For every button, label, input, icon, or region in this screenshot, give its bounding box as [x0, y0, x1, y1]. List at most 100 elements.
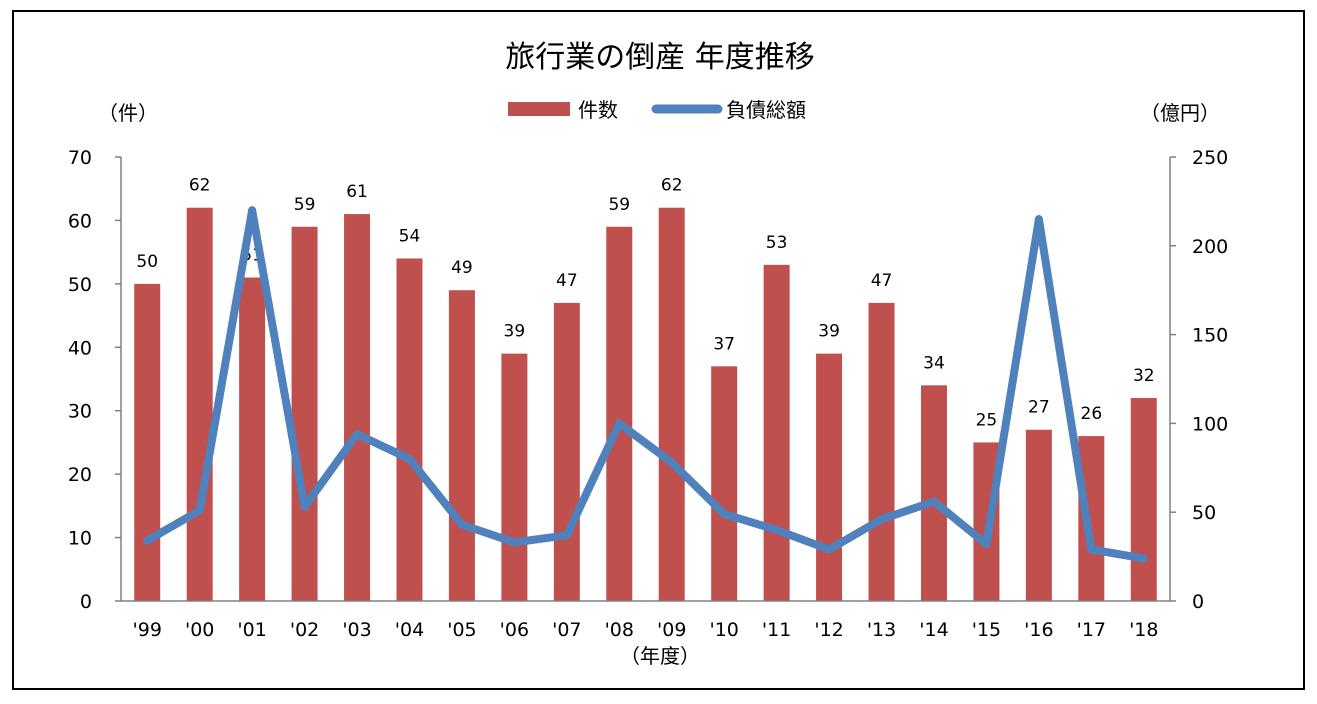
line-point	[562, 531, 571, 540]
x-axis-label: （年度）	[620, 644, 700, 668]
bar-data-label: 49	[451, 258, 473, 278]
x-tick-label: '17	[1077, 619, 1106, 641]
left-tick-label: 40	[68, 337, 92, 359]
left-tick-label: 0	[80, 591, 92, 613]
bar-data-label: 25	[976, 410, 998, 430]
x-tick-label: '12	[814, 619, 843, 641]
line-point	[457, 520, 466, 529]
bar-data-label: 47	[556, 271, 578, 291]
x-tick-label: '10	[709, 619, 738, 641]
x-tick-label: '09	[657, 619, 686, 641]
bar-data-label: 27	[1028, 398, 1050, 418]
line-point	[143, 536, 152, 545]
bar	[711, 366, 738, 601]
x-tick-label: '03	[342, 619, 371, 641]
legend: 件数 負債総額	[508, 98, 806, 122]
x-tick-label: '01	[237, 619, 266, 641]
bar-data-label: 62	[661, 176, 683, 196]
right-axis-ticks: 0 50 100 150 200 250	[1170, 147, 1228, 613]
left-tick-label: 30	[68, 401, 92, 423]
line-point	[405, 454, 414, 463]
legend-label-line: 負債総額	[726, 98, 806, 122]
line-point	[1087, 545, 1096, 554]
legend-label-bar: 件数	[578, 98, 618, 122]
x-tick-label: '13	[867, 619, 896, 641]
left-tick-label: 10	[68, 528, 92, 550]
bar-data-label: 59	[608, 195, 630, 215]
right-axis-unit: （億円）	[1140, 101, 1220, 125]
x-tick-label: '18	[1129, 619, 1158, 641]
line-point	[929, 497, 938, 506]
bar	[920, 385, 947, 601]
bar-data-label: 47	[871, 271, 893, 291]
right-tick-label: 50	[1192, 502, 1216, 524]
line-point	[825, 545, 834, 554]
bar-data-label: 50	[136, 252, 158, 272]
bar-series	[134, 207, 1157, 602]
x-tick-label: '14	[919, 619, 948, 641]
left-tick-label: 50	[68, 274, 92, 296]
x-tick-label: '00	[185, 619, 214, 641]
bar	[186, 207, 213, 601]
bar	[344, 214, 371, 602]
bar	[448, 290, 475, 601]
bar-data-label: 59	[294, 195, 316, 215]
line-point	[877, 515, 886, 524]
bar-data-label: 26	[1081, 404, 1103, 424]
left-tick-label: 20	[68, 464, 92, 486]
bar	[1130, 398, 1157, 601]
line-point	[1034, 215, 1043, 224]
left-axis-ticks: 0 10 20 30 40 50 60 70	[68, 147, 121, 613]
line-point	[720, 509, 729, 518]
x-tick-label: '06	[500, 619, 529, 641]
bar	[868, 302, 895, 601]
bar-data-label: 34	[923, 353, 945, 373]
left-tick-label: 70	[68, 147, 92, 169]
left-tick-label: 60	[68, 210, 92, 232]
line-point	[772, 525, 781, 534]
chart-frame	[12, 10, 1305, 690]
x-tick-label: '08	[605, 619, 634, 641]
line-point	[1139, 554, 1148, 563]
x-tick-label: '15	[972, 619, 1001, 641]
right-tick-label: 200	[1192, 236, 1228, 258]
bar-data-label: 39	[818, 322, 840, 342]
right-tick-label: 150	[1192, 325, 1228, 347]
bar-data-label: 39	[504, 322, 526, 342]
legend-swatch-bar	[508, 102, 570, 116]
right-tick-label: 250	[1192, 147, 1228, 169]
axes	[120, 157, 1171, 602]
x-tick-label: '02	[290, 619, 319, 641]
bar	[763, 264, 790, 601]
right-tick-label: 0	[1192, 591, 1204, 613]
bar-data-label: 61	[346, 182, 368, 202]
line-point	[667, 458, 676, 467]
bar	[553, 302, 580, 601]
line-series	[143, 206, 1148, 563]
bar	[396, 258, 423, 601]
bar	[134, 283, 161, 601]
left-axis-unit: （件）	[98, 101, 158, 125]
line-point	[195, 506, 204, 515]
bar	[1025, 429, 1052, 601]
bar	[606, 226, 633, 601]
right-tick-label: 100	[1192, 413, 1228, 435]
line-point	[615, 419, 624, 428]
bar	[658, 207, 685, 601]
line-point	[510, 538, 519, 547]
x-tick-label: '07	[552, 619, 581, 641]
bar-data-label: 62	[189, 176, 211, 196]
bar	[816, 353, 843, 601]
x-tick-label: '99	[133, 619, 162, 641]
bar	[1078, 436, 1105, 601]
bar-data-label: 37	[713, 334, 735, 354]
bar-data-label: 54	[399, 226, 421, 246]
debt-line	[143, 206, 1148, 563]
x-tick-label: '11	[762, 619, 791, 641]
bar	[501, 353, 528, 601]
bar	[239, 277, 266, 601]
x-tick-label: '16	[1024, 619, 1053, 641]
line-point	[248, 206, 257, 215]
